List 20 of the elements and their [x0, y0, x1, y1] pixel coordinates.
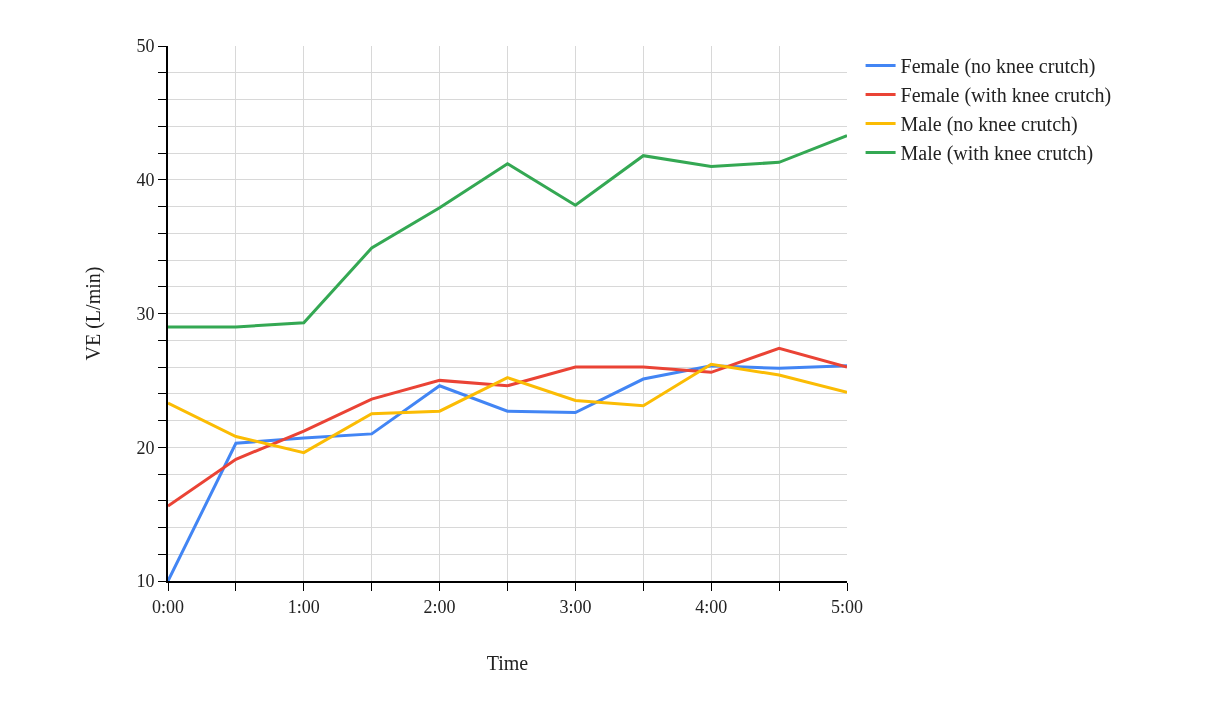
line-series [168, 362, 847, 455]
legend-label: Female (with knee crutch) [900, 84, 1112, 108]
y-tick-label: 40 [136, 170, 155, 191]
y-tick-label: 10 [136, 571, 155, 592]
legend-label: Male (with knee crutch) [900, 142, 1094, 166]
legend-label: Female (no knee crutch) [900, 55, 1096, 79]
line-series [168, 346, 847, 508]
x-axis-title: Time [486, 651, 529, 674]
x-tick-label: 5:00 [830, 596, 864, 617]
legend-label: Male (no knee crutch) [900, 113, 1078, 137]
y-tick-label: 30 [136, 303, 155, 324]
x-tick-label: 0:00 [151, 596, 185, 617]
y-tick-label: 50 [136, 36, 155, 57]
x-tick-label: 4:00 [695, 596, 728, 617]
y-axis-title: VE (L/min) [82, 266, 106, 361]
x-tick-label: 2:00 [423, 596, 456, 617]
x-tick-label: 3:00 [559, 596, 592, 617]
line-series [168, 134, 847, 329]
y-tick-label: 20 [136, 437, 155, 458]
x-tick-label: 1:00 [287, 596, 320, 617]
